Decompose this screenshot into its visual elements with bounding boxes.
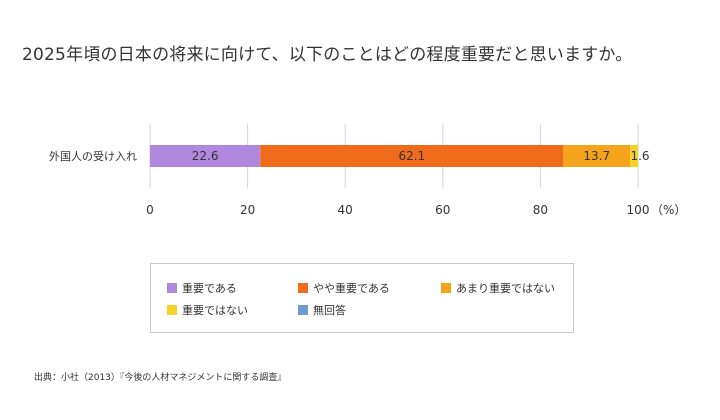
x-axis-unit: （%） — [651, 203, 686, 217]
legend-label: あまり重要ではない — [456, 282, 555, 295]
data-label: 13.7 — [583, 149, 610, 163]
x-tick-label: 20 — [240, 203, 255, 217]
x-tick-label: 80 — [533, 203, 548, 217]
bar-chart: 外国人の受け入れ 22.6 62.1 13.7 1.6 0 20 40 60 80 100 （%） — [49, 124, 686, 217]
legend-label: やや重要である — [313, 282, 390, 295]
legend-swatch — [298, 305, 308, 315]
legend-item: 重要ではない — [167, 302, 248, 318]
x-tick-label: 40 — [338, 203, 353, 217]
data-label: 62.1 — [398, 149, 425, 163]
source-note: 出典：小社（2013）『今後の人材マネジメントに関する調査』 — [34, 373, 287, 383]
bar-segment-4 — [630, 145, 638, 167]
bar-segment-3 — [563, 145, 631, 167]
category-label: 外国人の受け入れ — [49, 150, 137, 163]
legend-item: やや重要である — [298, 280, 390, 296]
data-label: 1.6 — [630, 149, 649, 163]
chart-title: 2025年頃の日本の将来に向けて、以下のことはどの程度重要だと思いますか。 — [22, 45, 633, 65]
x-tick-label: 60 — [435, 203, 450, 217]
category-labels: 外国人の受け入れ — [49, 150, 137, 163]
legend-item: 重要である — [167, 280, 237, 296]
legend-label: 重要ではない — [182, 304, 248, 317]
legend-swatch — [441, 283, 451, 293]
legend-swatch — [298, 283, 308, 293]
legend-label: 重要である — [182, 282, 237, 295]
x-tick-label: 100 — [627, 203, 650, 217]
data-label: 22.6 — [192, 149, 219, 163]
legend-label: 無回答 — [313, 304, 346, 317]
x-axis-ticks: 0 20 40 60 80 100 （%） — [146, 203, 686, 217]
x-tick-label: 0 — [146, 203, 154, 217]
bar-segment-2 — [260, 145, 564, 167]
legend-item: あまり重要ではない — [441, 280, 555, 296]
legend: 重要である やや重要である あまり重要ではない重要ではない 無回答 — [150, 263, 574, 333]
legend-swatch — [167, 283, 177, 293]
legend-swatch — [167, 305, 177, 315]
bar-segments — [150, 145, 638, 167]
legend-item: 無回答 — [298, 302, 346, 318]
bar-segment-1 — [150, 145, 261, 167]
data-labels: 22.6 62.1 13.7 1.6 — [192, 149, 650, 163]
